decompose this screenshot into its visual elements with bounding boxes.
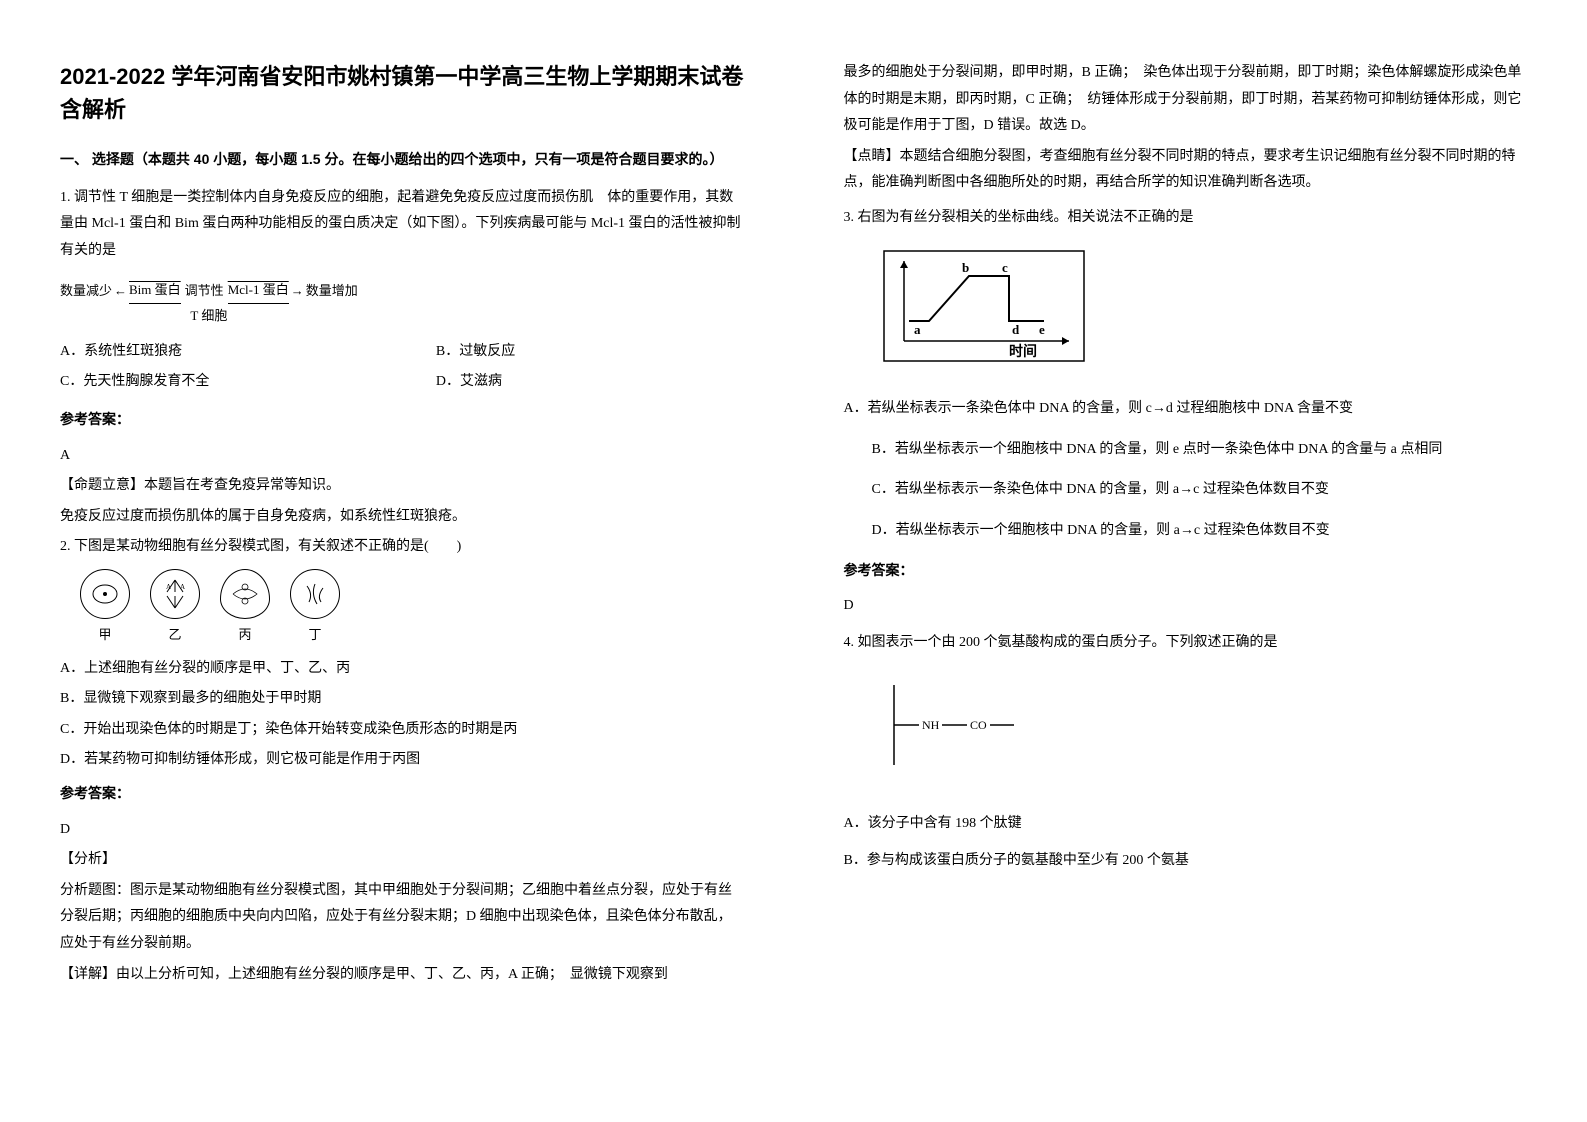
svg-text:d: d [1012, 322, 1020, 337]
svg-text:时间: 时间 [1009, 343, 1037, 360]
q3-chart: a b c d e 时间 [874, 246, 1094, 366]
q2-cells-diagram: 甲 AA 乙 丙 [80, 569, 744, 648]
q3-opt-a: A．若纵坐标表示一条染色体中 DNA 的含量，则 c→d 过程细胞核中 DNA … [844, 396, 1528, 423]
q1-exp2: 免疫反应过度而损伤肌体的属于自身免疫病，如系统性红斑狼疮。 [60, 504, 744, 531]
q4-opt-a: A．该分子中含有 198 个肽键 [844, 811, 1528, 838]
q4-stem: 4. 如图表示一个由 200 个氨基酸构成的蛋白质分子。下列叙述正确的是 [844, 630, 1528, 657]
cell-label-3: 丁 [308, 623, 321, 648]
q2-exp2: 【详解】由以上分析可知，上述细胞有丝分裂的顺序是甲、丁、乙、丙，A 正确； 显微… [60, 962, 744, 989]
q1-opt-c: C．先天性胸腺发育不全 [60, 369, 436, 396]
q2-answer: D [60, 817, 744, 844]
svg-text:A: A [180, 583, 185, 591]
q2-exp1: 分析题图：图示是某动物细胞有丝分裂模式图，其中甲细胞处于分裂间期；乙细胞中着丝点… [60, 878, 744, 958]
svg-text:e: e [1039, 322, 1045, 337]
document-title: 2021-2022 学年河南省安阳市姚村镇第一中学高三生物上学期期末试卷含解析 [60, 60, 744, 126]
q2-opt-a: A．上述细胞有丝分裂的顺序是甲、丁、乙、丙 [60, 656, 744, 683]
q2-answer-label: 参考答案： [60, 782, 744, 809]
q1-diag-mcl: Mcl-1 蛋白 [228, 278, 289, 304]
svg-text:a: a [914, 322, 921, 337]
svg-text:c: c [1002, 260, 1008, 275]
q1-opt-b: B．过敏反应 [436, 339, 515, 366]
q1-diag-right: 数量增加 [306, 279, 358, 304]
cell-label-0: 甲 [98, 623, 111, 648]
q4-diagram: NH CO [854, 670, 1034, 780]
svg-text:A: A [166, 583, 171, 591]
q2-exp4: 【点睛】本题结合细胞分裂图，考查细胞有丝分裂不同时期的特点，要求考生识记细胞有丝… [844, 144, 1528, 197]
svg-text:NH: NH [922, 718, 940, 732]
q4-opt-b: B．参与构成该蛋白质分子的氨基酸中至少有 200 个氨基 [844, 848, 1528, 875]
q1-stem: 1. 调节性 T 细胞是一类控制体内自身免疫反应的细胞，起着避免免疫反应过度而损… [60, 185, 744, 265]
q3-stem: 3. 右图为有丝分裂相关的坐标曲线。相关说法不正确的是 [844, 205, 1528, 232]
svg-text:b: b [962, 260, 969, 275]
q3-opt-d: D．若纵坐标表示一个细胞核中 DNA 的含量，则 a→c 过程染色体数目不变 [844, 518, 1528, 545]
q1-opt-a: A．系统性红斑狼疮 [60, 339, 436, 366]
q1-diag-tcell: T 细胞 [60, 304, 358, 329]
q2-opt-c: C．开始出现染色体的时期是丁；染色体开始转变成染色质形态的时期是丙 [60, 717, 744, 744]
q2-stem: 2. 下图是某动物细胞有丝分裂模式图，有关叙述不正确的是( ) [60, 534, 744, 561]
q3-opt-c: C．若纵坐标表示一条染色体中 DNA 的含量，则 a→c 过程染色体数目不变 [844, 477, 1528, 504]
cell-ding [290, 569, 340, 619]
cell-bing [220, 569, 270, 619]
cell-yi: AA [150, 569, 200, 619]
q3-opt-b: B．若纵坐标表示一个细胞核中 DNA 的含量，则 e 点时一条染色体中 DNA … [844, 437, 1528, 464]
q3-answer-label: 参考答案： [844, 559, 1528, 586]
cell-label-1: 乙 [168, 623, 181, 648]
q1-diag-bim: Bim 蛋白 [129, 278, 181, 304]
q1-diagram: 数量减少 ← Bim 蛋白 调节性 Mcl-1 蛋白 → 数量增加 T 细胞 [60, 278, 358, 328]
q2-exp3: 最多的细胞处于分裂间期，即甲时期，B 正确； 染色体出现于分裂前期，即丁时期；染… [844, 60, 1528, 140]
q2-opt-b: B．显微镜下观察到最多的细胞处于甲时期 [60, 686, 744, 713]
section-1-header: 一、 选择题（本题共 40 小题，每小题 1.5 分。在每小题给出的四个选项中，… [60, 146, 744, 173]
q1-answer: A [60, 443, 744, 470]
q1-answer-label: 参考答案： [60, 408, 744, 435]
q1-diag-left: 数量减少 [60, 279, 112, 304]
q2-exp-h: 【分析】 [60, 847, 744, 874]
cell-label-2: 丙 [238, 623, 251, 648]
q3-answer: D [844, 593, 1528, 620]
q1-diag-mid: 调节性 [185, 279, 224, 304]
svg-text:CO: CO [970, 718, 987, 732]
q1-opt-d: D．艾滋病 [436, 369, 502, 396]
q1-exp1: 【命题立意】本题旨在考查免疫异常等知识。 [60, 473, 744, 500]
cell-jia [80, 569, 130, 619]
q2-opt-d: D．若某药物可抑制纺锤体形成，则它极可能是作用于丙图 [60, 747, 744, 774]
